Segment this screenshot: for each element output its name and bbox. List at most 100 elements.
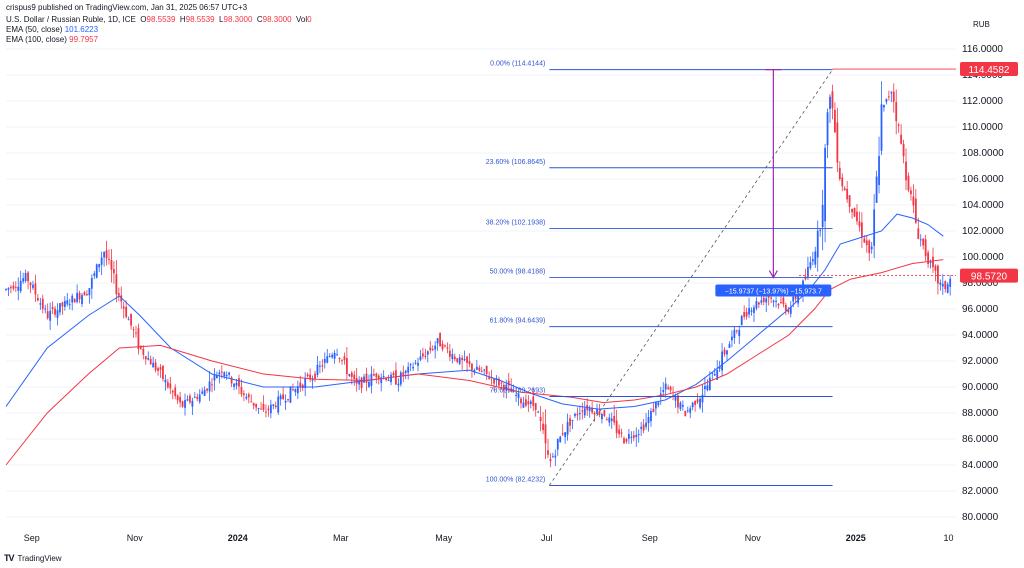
candle-body (86, 294, 88, 296)
candle-body (745, 311, 748, 317)
candle-body (468, 361, 471, 365)
y-tick-label: 90.0000 (962, 382, 999, 393)
candle-body (255, 403, 258, 408)
candle-body (225, 375, 228, 377)
candle-body (22, 278, 25, 282)
candle-body (336, 354, 338, 356)
candle-body (73, 298, 76, 303)
candle-body (542, 423, 544, 431)
candle-body (784, 304, 787, 311)
candle-body (937, 265, 939, 284)
symbol-name[interactable]: U.S. Dollar / Russian Ruble, 1D, ICE (6, 15, 136, 24)
candle-body (103, 252, 105, 258)
candle-body (46, 311, 49, 319)
ema50-legend-row[interactable]: EMA (50, close) 101.6223 (6, 25, 312, 35)
candle-body (789, 306, 792, 314)
candle-body (493, 378, 495, 384)
candle-body (689, 408, 692, 413)
y-tick-label: 88.0000 (962, 408, 999, 419)
candle-body (664, 383, 667, 390)
candle-body (287, 399, 289, 401)
y-tick-label: 98.0000 (962, 278, 999, 289)
candle-body (807, 266, 809, 277)
candle-body (301, 384, 304, 389)
y-tick-label: 80.0000 (962, 512, 999, 523)
measure-label-box (715, 284, 832, 297)
y-tick-label: 86.0000 (962, 434, 999, 445)
candle-body (137, 328, 140, 349)
candle-body (654, 401, 657, 409)
candle-body (34, 283, 37, 295)
fib-level-label: 100.00% (82.4232) (486, 476, 546, 483)
candle-body (914, 198, 917, 223)
candle-body (537, 411, 540, 413)
candle-body (743, 312, 746, 317)
candle-body (328, 355, 331, 357)
candle-body (130, 313, 132, 326)
tradingview-footer[interactable]: TV TradingView (4, 553, 62, 563)
candle-body (434, 345, 437, 350)
candle-body (360, 377, 363, 388)
candle-body (350, 372, 353, 378)
candle-body (392, 372, 395, 376)
candle-body (870, 246, 873, 250)
candle-body (941, 283, 944, 287)
fib-level-label: 78.60% (89.2693) (490, 387, 546, 394)
candle-body (939, 282, 942, 285)
candle-body (240, 386, 243, 395)
ohlc-row: U.S. Dollar / Russian Ruble, 1D, ICE O98… (6, 15, 312, 25)
candle-body (632, 435, 635, 438)
candle-body (723, 349, 726, 355)
candle-body (213, 374, 216, 381)
candle-body (520, 398, 522, 404)
candle-body (480, 370, 483, 372)
candle-body (296, 386, 299, 394)
candle-body (755, 301, 758, 309)
candle-body (892, 91, 895, 102)
candle-body (238, 378, 240, 387)
candle-body (294, 389, 297, 393)
candle-body (529, 401, 532, 405)
fib-level-label: 0.00% (114.4144) (490, 61, 545, 68)
candle-body (412, 366, 414, 369)
candle-body (547, 450, 549, 455)
candle-body (193, 396, 196, 398)
candle-body (162, 365, 164, 379)
candle-body (532, 396, 535, 406)
candle-body (230, 377, 233, 384)
candle-body (618, 429, 620, 435)
candle-body (56, 310, 59, 318)
candle-body (169, 383, 172, 389)
candle-body (198, 394, 201, 402)
candle-body (809, 262, 812, 269)
candle-body (819, 229, 822, 231)
candle-body (125, 306, 128, 318)
candle-body (834, 109, 836, 133)
candle-body (694, 400, 697, 405)
candle-body (431, 349, 434, 351)
ema100-legend-row[interactable]: EMA (100, close) 99.7957 (6, 35, 312, 45)
candle-body (208, 381, 211, 392)
candle-body (441, 343, 444, 350)
candle-body (242, 393, 245, 395)
open-label: O (140, 15, 147, 24)
candle-body (191, 400, 194, 407)
candle-body (887, 96, 890, 98)
candle-body (105, 250, 108, 259)
publish-info: crispus9 published on TradingView.com, J… (6, 3, 248, 12)
candle-body (853, 207, 856, 217)
candle-body (544, 424, 547, 444)
candle-body (581, 410, 584, 412)
candle-body (475, 366, 478, 370)
candle-body (591, 408, 594, 413)
candle-body (144, 356, 147, 360)
candle-body (500, 382, 503, 384)
x-tick-label: 2025 (846, 533, 866, 543)
candle-body (596, 408, 598, 414)
candle-body (868, 240, 871, 254)
candle-body (223, 372, 226, 377)
candle-body (196, 397, 199, 400)
candle-body (456, 358, 459, 362)
candle-body (772, 300, 775, 303)
